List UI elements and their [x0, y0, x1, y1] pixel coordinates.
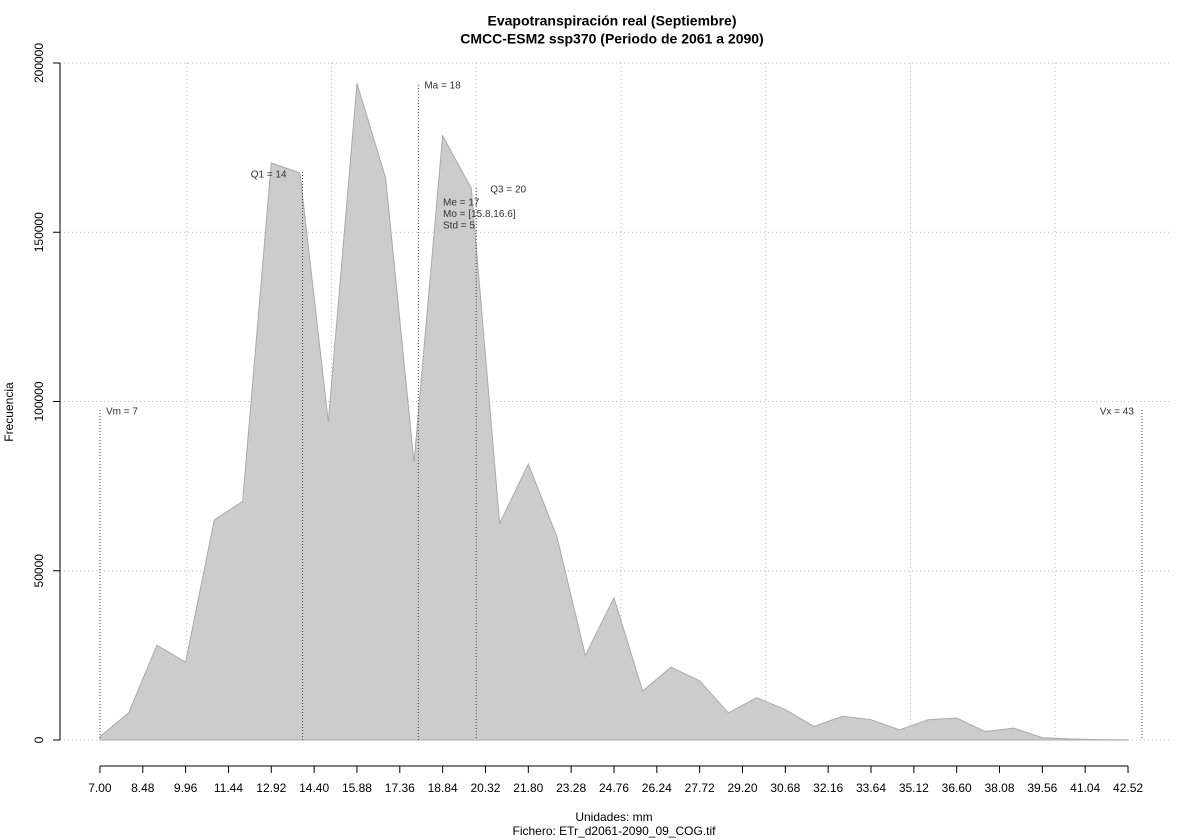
y-tick-label: 50000: [32, 554, 46, 588]
x-tick-label: 29.20: [727, 781, 757, 795]
x-tick-label: 11.44: [214, 781, 243, 795]
y-tick-label: 0: [32, 736, 46, 743]
annotation-label: Vm = 7: [106, 407, 138, 418]
x-tick-label: 17.36: [385, 781, 415, 795]
x-tick-label: 42.52: [1113, 781, 1143, 795]
x-tick-label: 24.76: [599, 781, 629, 795]
x-tick-label: 20.32: [470, 781, 500, 795]
x-tick-label: 32.16: [813, 781, 843, 795]
x-tick-label: 36.60: [942, 781, 972, 795]
x-tick-label: 27.72: [685, 781, 715, 795]
annotation-label: Q3 = 20: [490, 185, 526, 196]
chart-title: Evapotranspiración real (Septiembre): [488, 13, 737, 29]
annotation-label: Vx = 43: [1100, 407, 1135, 418]
x-tick-label: 8.48: [131, 781, 155, 795]
x-tick-label: 30.68: [770, 781, 800, 795]
stat-label: Mo = [15.8,16.6]: [443, 209, 516, 220]
area: [99, 83, 1129, 741]
annotation-label: Ma = 18: [424, 81, 461, 92]
x-tick-label: 12.92: [256, 781, 286, 795]
y-tick-label: 100000: [32, 381, 46, 421]
stat-label: Me = 17: [443, 198, 480, 209]
x-tick-label: 21.80: [513, 781, 543, 795]
x-tick-label: 23.28: [556, 781, 586, 795]
x-tick-label: 38.08: [985, 781, 1015, 795]
stat-label: Std = 5: [443, 221, 475, 232]
x-tick-label: 35.12: [899, 781, 929, 795]
chart-subtitle: CMCC-ESM2 ssp370 (Periodo de 2061 a 2090…: [460, 31, 763, 47]
caption: Fichero: ETr_d2061-2090_09_COG.tif: [513, 824, 717, 838]
x-tick-label: 33.64: [856, 781, 886, 795]
x-tick-label: 14.40: [299, 781, 329, 795]
y-tick-label: 200000: [32, 43, 46, 83]
x-tick-label: 26.24: [642, 781, 672, 795]
x-tick-label: 39.56: [1027, 781, 1057, 795]
x-tick-label: 18.84: [428, 781, 458, 795]
x-axis-label: Unidades: mm: [575, 810, 652, 824]
x-tick-label: 9.96: [174, 781, 198, 795]
x-tick-label: 15.88: [342, 781, 372, 795]
y-axis-label: Frecuencia: [2, 382, 16, 442]
annotation-label: Q1 = 14: [251, 170, 287, 181]
x-tick-label: 41.04: [1070, 781, 1100, 795]
y-tick-label: 150000: [32, 212, 46, 252]
x-tick-label: 7.00: [88, 781, 112, 795]
